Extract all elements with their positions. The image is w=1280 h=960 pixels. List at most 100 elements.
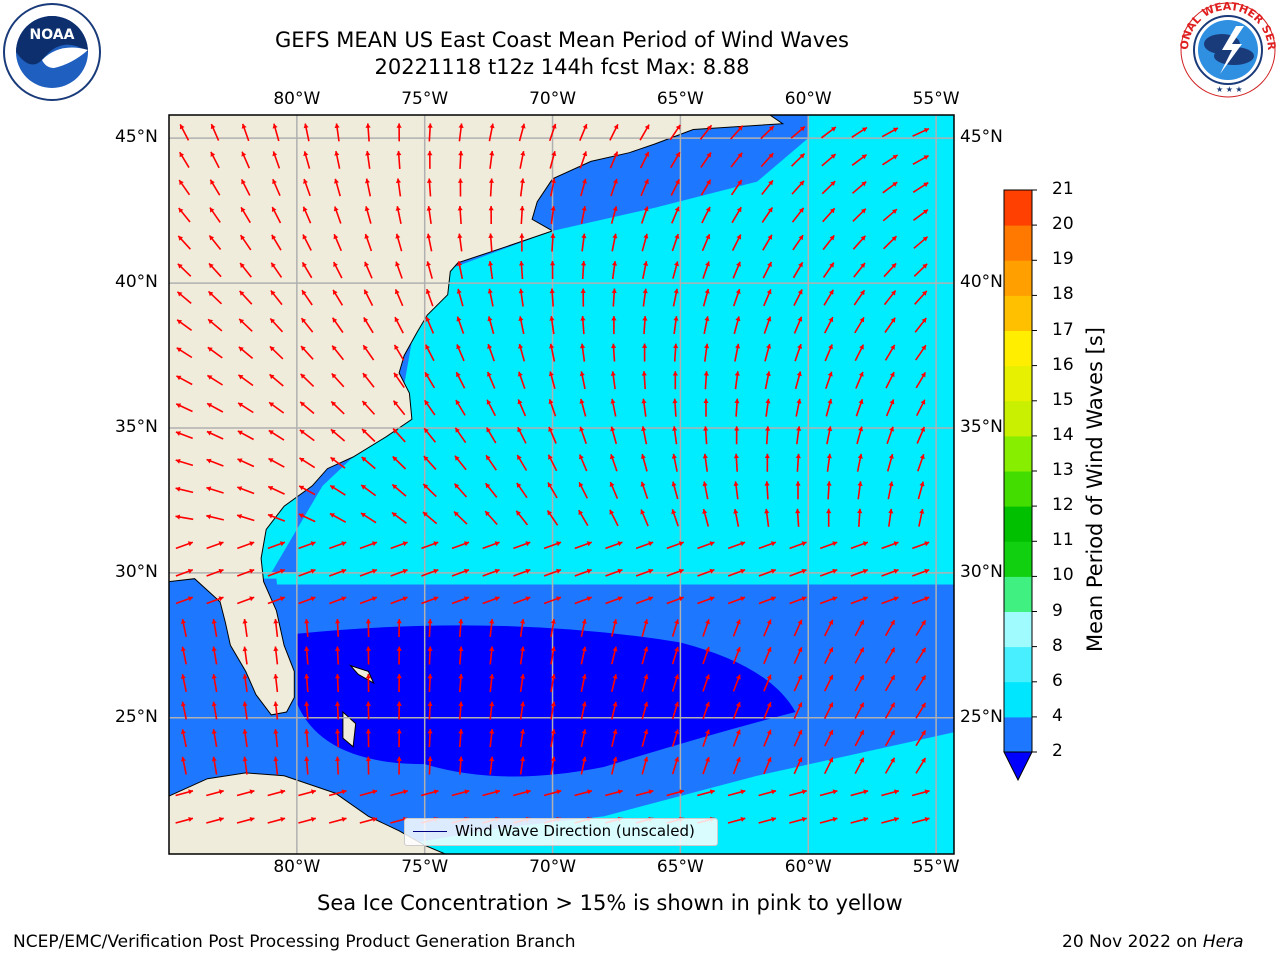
direction-arrowhead <box>458 150 464 156</box>
direction-arrowhead <box>581 233 587 239</box>
direction-arrowhead <box>517 427 522 433</box>
direction-arrowhead <box>302 234 308 240</box>
direction-arrowhead <box>425 289 431 294</box>
direction-arrowhead <box>735 289 741 294</box>
direction-arrowhead <box>249 789 255 795</box>
direction-arrowhead <box>734 371 740 376</box>
direction-arrowhead <box>211 701 217 707</box>
direction-arrowhead <box>924 817 930 822</box>
direction-arrowhead <box>332 317 338 323</box>
direction-arrowhead <box>242 756 248 762</box>
direction-arrowhead <box>279 541 285 547</box>
colorbar-tick-label: 10 <box>1052 565 1074 586</box>
colorbar-tick-label: 8 <box>1052 635 1063 656</box>
direction-arrowhead <box>556 789 562 795</box>
direction-arrowhead <box>580 288 586 293</box>
direction-arrowhead <box>427 701 433 706</box>
direction-arrowhead <box>706 179 711 185</box>
direction-arrowhead <box>859 702 864 708</box>
direction-arrowhead <box>612 233 618 239</box>
direction-arrowhead <box>211 756 217 762</box>
direction-arrowhead <box>890 730 895 736</box>
direction-arrowhead <box>556 568 561 574</box>
direction-arrowhead <box>273 646 279 652</box>
direction-arrowhead <box>764 508 770 514</box>
colorbar-tick-label: 16 <box>1052 354 1074 375</box>
direction-arrowhead <box>674 757 680 762</box>
direction-arrowhead <box>924 596 930 602</box>
direction-arrowhead <box>797 344 802 349</box>
colorbar-tick-label: 13 <box>1052 460 1074 480</box>
direction-arrowhead <box>334 151 340 156</box>
direction-arrowhead <box>801 596 807 602</box>
direction-arrowhead <box>239 290 245 296</box>
direction-arrowhead <box>364 289 369 295</box>
direction-arrowhead <box>280 817 286 822</box>
direction-arrowhead <box>702 509 708 514</box>
direction-arrowhead <box>889 426 895 432</box>
direction-arrowhead <box>891 236 897 242</box>
direction-arrowhead <box>458 619 464 624</box>
direction-arrowhead <box>403 789 408 795</box>
direction-arrowhead <box>273 756 279 762</box>
direction-arrowhead <box>733 509 739 514</box>
lat-label-left: 40°N <box>115 272 158 293</box>
direction-arrowhead <box>642 343 648 348</box>
direction-arrowhead <box>612 619 618 624</box>
direction-arrowhead <box>923 209 928 215</box>
direction-arrowhead <box>579 371 585 377</box>
direction-arrowhead <box>610 371 616 376</box>
direction-arrowhead <box>454 511 459 517</box>
direction-arrowhead <box>703 398 709 403</box>
direction-arrowhead <box>175 458 181 464</box>
direction-arrowhead <box>832 541 838 547</box>
direction-arrowhead <box>828 674 834 680</box>
direction-arrowhead <box>644 151 649 157</box>
direction-arrowhead <box>520 123 526 129</box>
direction-arrowhead <box>826 508 832 514</box>
direction-arrowhead <box>675 124 681 130</box>
direction-arrowhead <box>582 124 588 129</box>
colorbar-segment <box>1004 681 1032 718</box>
colorbar-tick-label: 6 <box>1052 670 1063 691</box>
direction-arrowhead <box>332 345 337 351</box>
direction-arrowhead <box>892 209 897 214</box>
direction-arrowhead <box>218 541 224 547</box>
direction-arrowhead <box>457 206 463 211</box>
direction-arrowhead <box>175 514 181 520</box>
direction-arrowhead <box>643 619 649 625</box>
direction-arrowhead <box>613 151 619 157</box>
direction-arrowhead <box>487 316 493 322</box>
direction-arrowhead <box>488 233 494 238</box>
colorbar-segment <box>1004 471 1032 507</box>
direction-arrowhead <box>396 150 402 156</box>
direction-arrowhead <box>364 234 370 239</box>
direction-arrowhead <box>402 596 408 602</box>
direction-arrowhead <box>923 182 929 188</box>
direction-arrowhead <box>519 233 525 238</box>
direction-arrowhead <box>211 729 217 734</box>
direction-arrowhead <box>828 647 834 653</box>
direction-arrowhead <box>828 619 834 625</box>
direction-arrowhead <box>458 674 464 679</box>
direction-arrowhead <box>271 234 277 240</box>
direction-arrowhead <box>520 646 526 652</box>
direction-arrowhead <box>395 206 401 211</box>
direction-arrowhead <box>487 288 493 294</box>
direction-arrowhead <box>520 151 526 156</box>
direction-arrowhead <box>860 263 865 268</box>
direction-arrowhead <box>671 509 677 515</box>
direction-arrowhead <box>177 263 183 269</box>
direction-arrowhead <box>208 319 214 325</box>
direction-arrowhead <box>703 371 709 376</box>
direction-arrowhead <box>586 568 592 574</box>
direction-arrowhead <box>863 789 869 795</box>
colorbar-tick-label: 12 <box>1052 495 1074 516</box>
direction-arrowhead <box>334 178 339 184</box>
direction-arrowhead <box>303 151 309 157</box>
direction-arrowhead <box>494 568 500 574</box>
direction-arrowhead <box>768 126 774 131</box>
colorbar-tick-label: 21 <box>1052 179 1074 199</box>
direction-arrowhead <box>218 817 224 822</box>
direction-arrowhead <box>890 647 895 653</box>
